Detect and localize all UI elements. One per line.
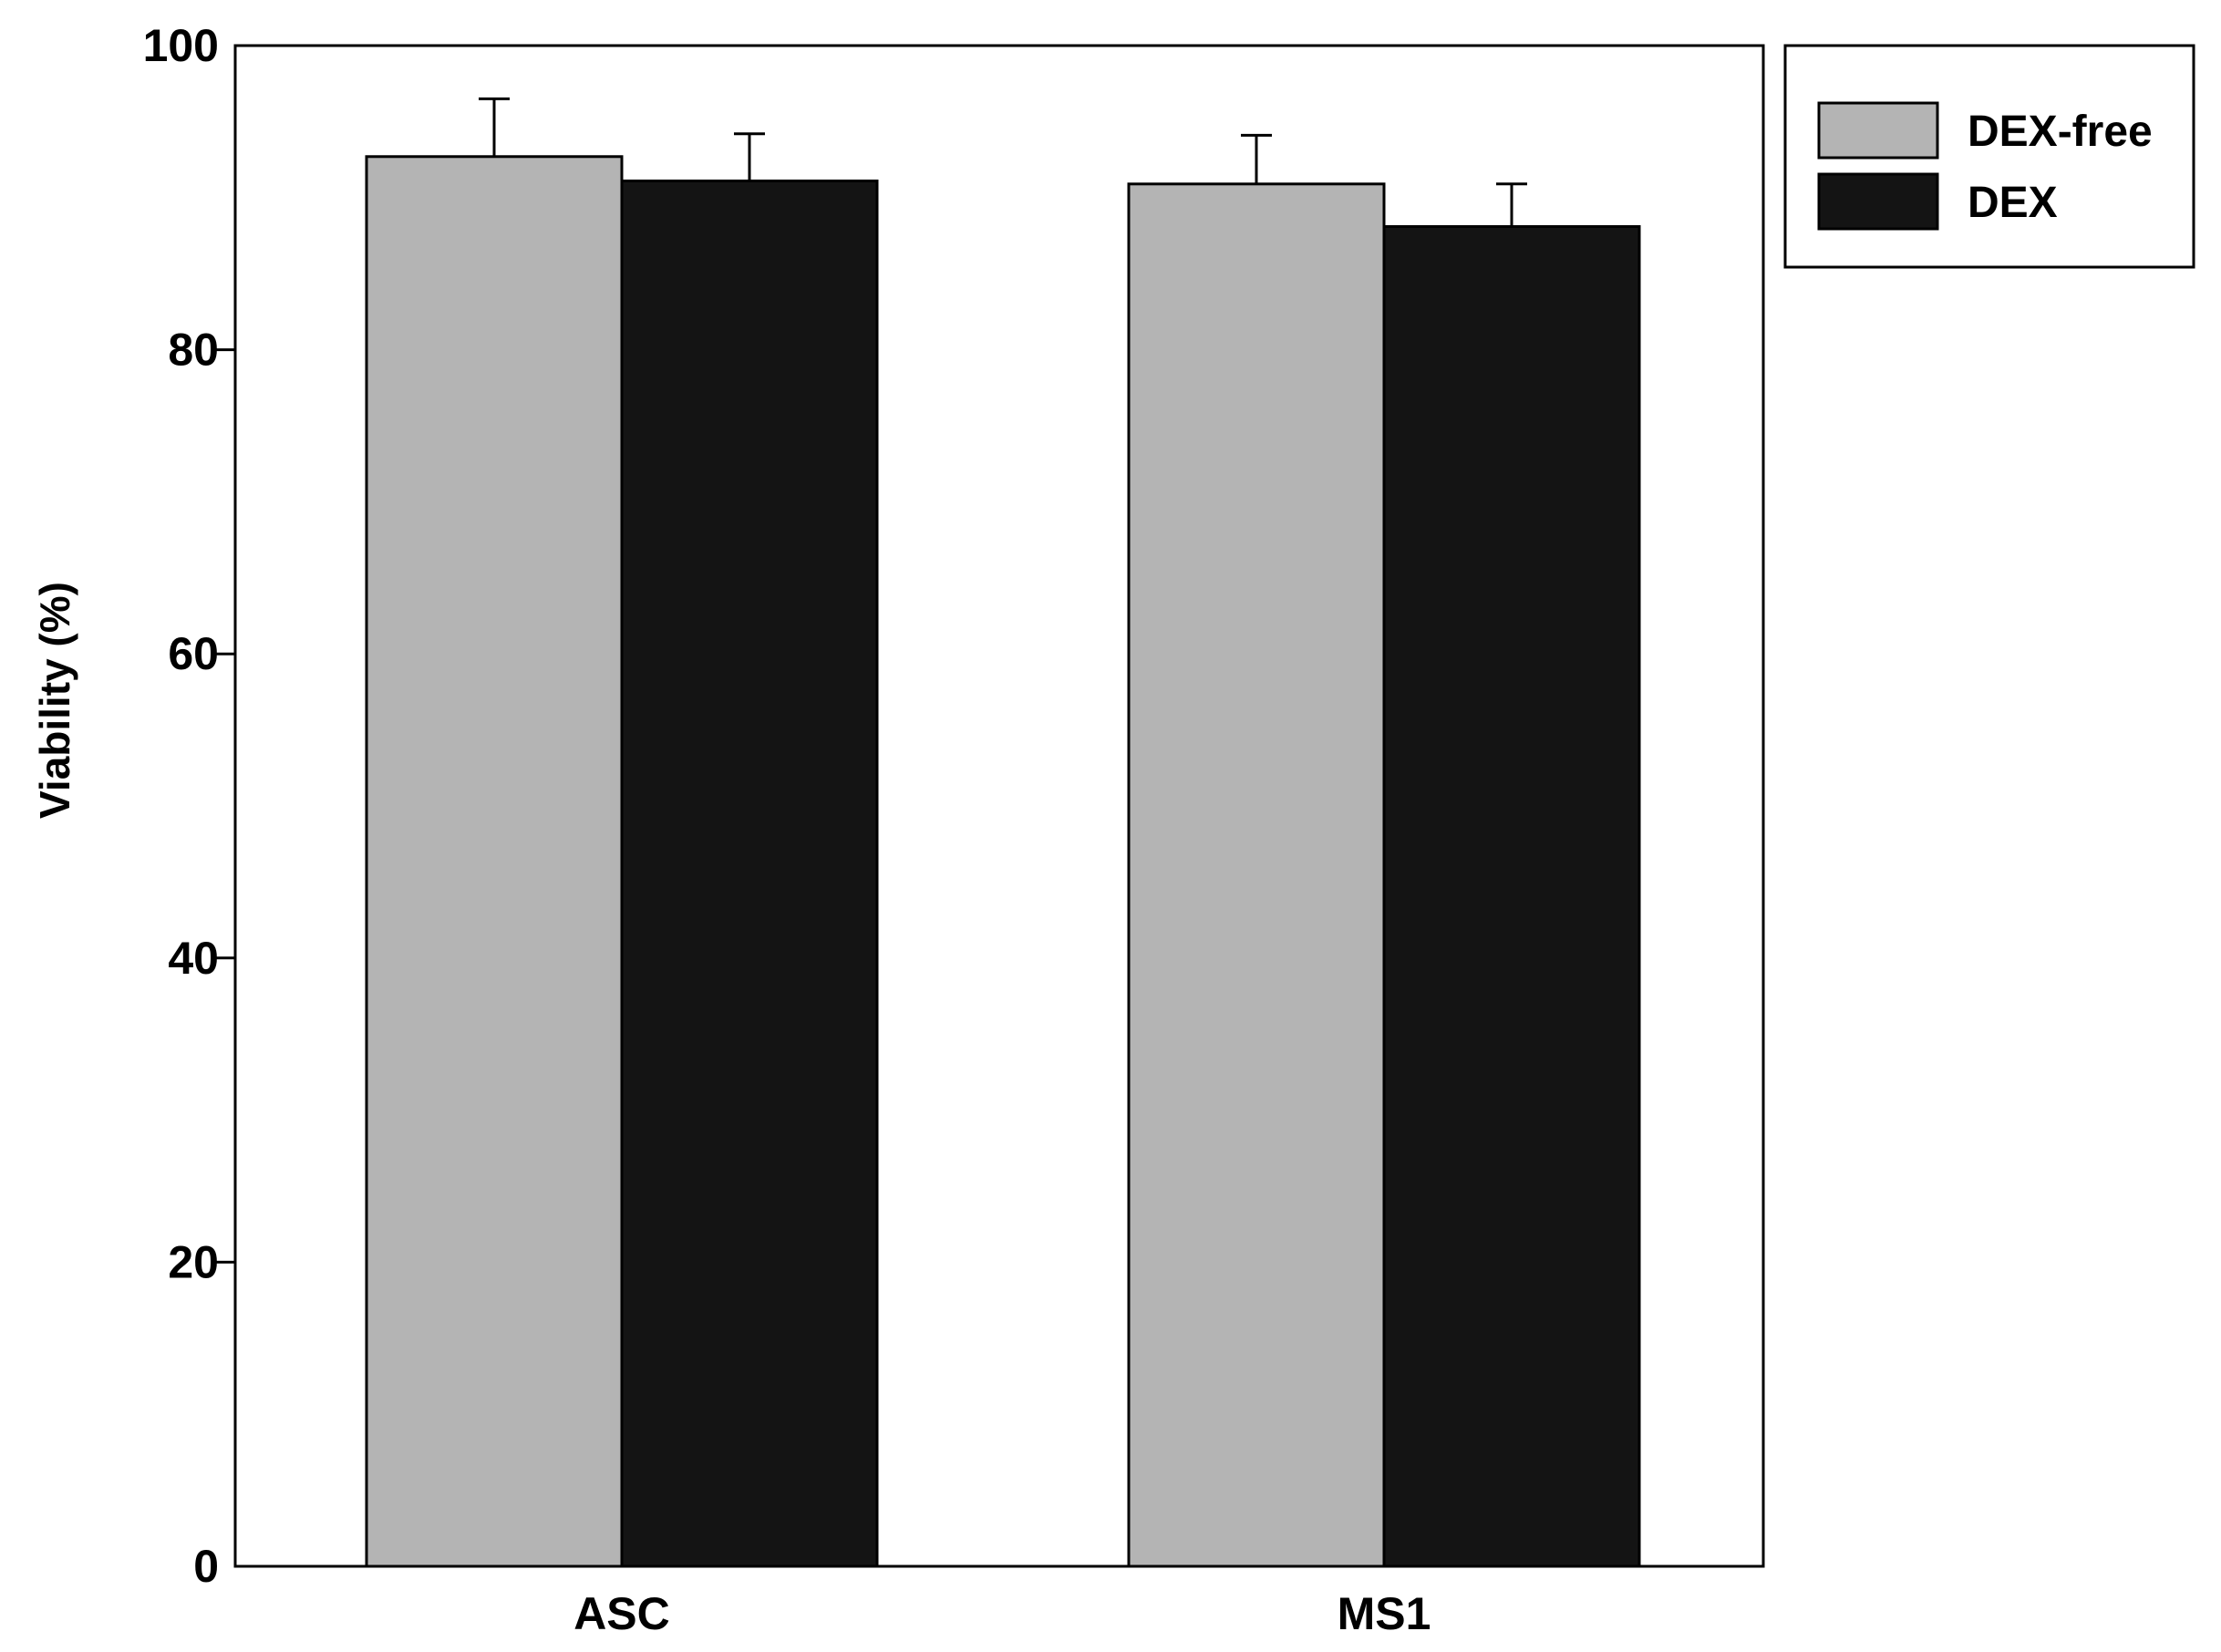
bar-dex-ms1 xyxy=(1382,224,1641,1568)
legend-label-dex-free: DEX-free xyxy=(1968,108,2153,156)
y-tick-label-0: 0 xyxy=(193,1541,219,1592)
bars-layer xyxy=(365,155,1641,1568)
y-tick-label-60: 60 xyxy=(168,628,219,679)
legend-swatch-dex-free xyxy=(1817,101,1939,160)
bar-dex-asc xyxy=(620,179,879,1568)
y-axis-title: Viability (%) xyxy=(31,582,78,819)
plot-frame xyxy=(233,44,1765,1568)
bar-dex-free-ms1 xyxy=(1127,182,1386,1568)
bar-dex-free-asc xyxy=(365,155,624,1568)
y-tick-label-40: 40 xyxy=(168,933,219,984)
y-tick-label-20: 20 xyxy=(168,1236,219,1287)
error-bars-layer xyxy=(479,97,1527,227)
y-axis: 0 20 40 60 80 100 xyxy=(143,20,235,1592)
x-tick-label-asc: ASC xyxy=(573,1588,670,1639)
x-tick-label-ms1: MS1 xyxy=(1338,1588,1431,1639)
x-axis: ASC MS1 xyxy=(573,1588,1431,1639)
legend: DEX-free DEX xyxy=(1783,44,2195,269)
legend-swatch-dex xyxy=(1817,172,1939,231)
legend-label-dex: DEX xyxy=(1968,179,2058,227)
y-tick-label-100: 100 xyxy=(143,20,219,71)
y-tick-label-80: 80 xyxy=(168,325,219,376)
